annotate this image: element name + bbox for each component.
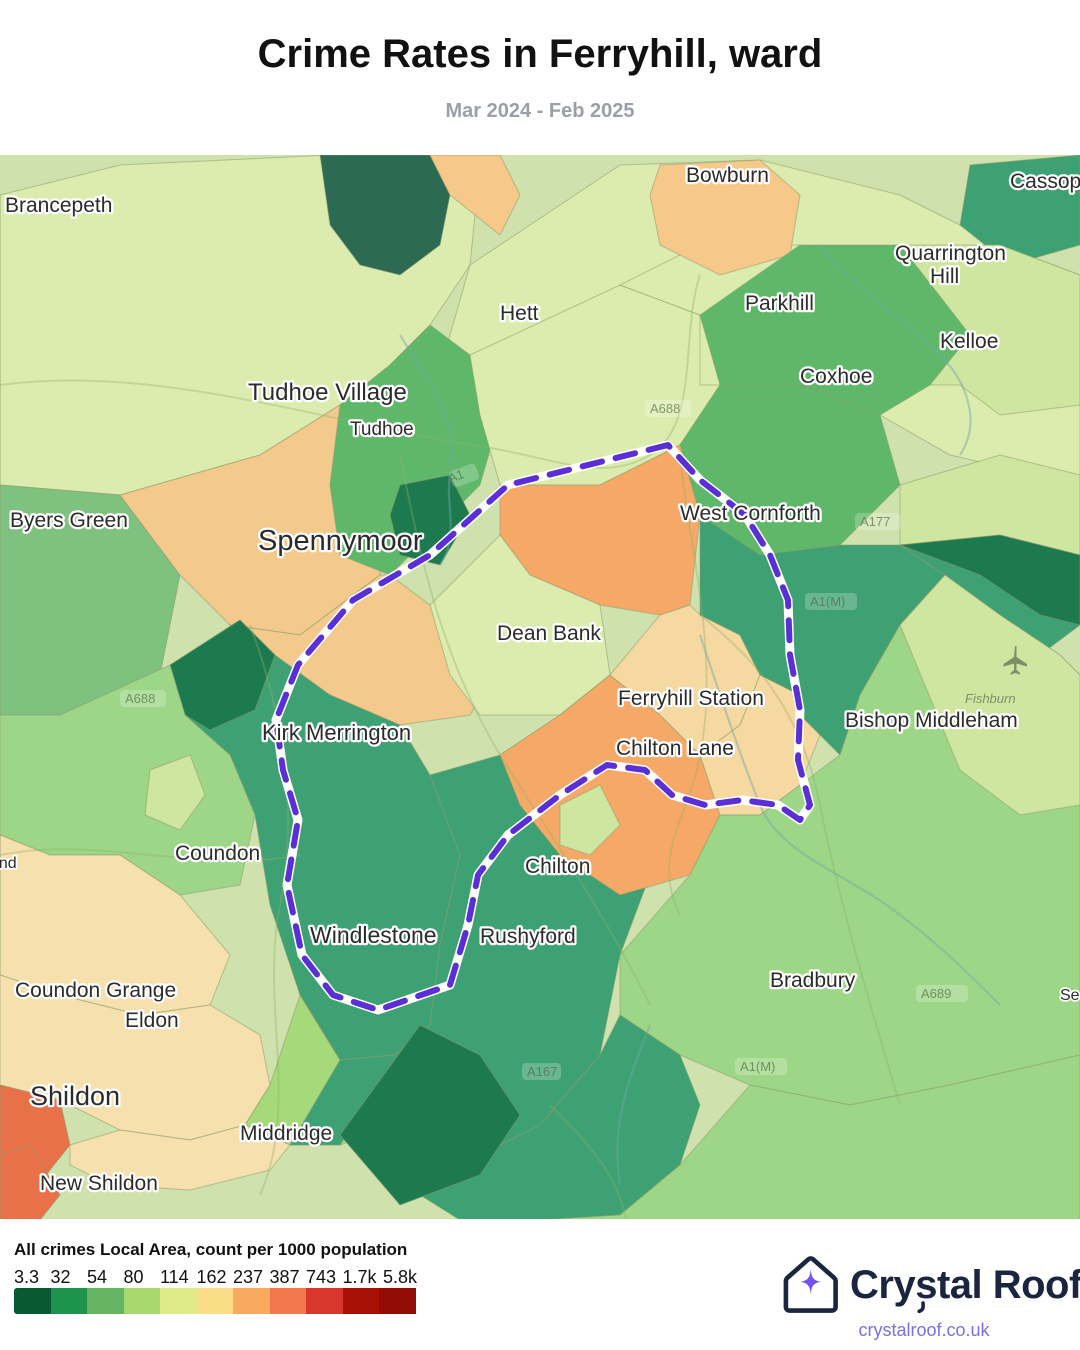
svg-text:Rushyford: Rushyford: [480, 925, 576, 948]
svg-text:Parkhill: Parkhill: [745, 292, 814, 315]
svg-text:Byers Green: Byers Green: [10, 509, 128, 532]
svg-text:Kelloe: Kelloe: [940, 330, 998, 353]
svg-text:Bradbury: Bradbury: [770, 969, 856, 992]
svg-text:Coundon Grange: Coundon Grange: [15, 979, 176, 1002]
svg-text:Spennymoor: Spennymoor: [258, 525, 423, 557]
svg-text:Tudhoe: Tudhoe: [350, 419, 414, 440]
svg-text:A177: A177: [860, 514, 890, 529]
svg-text:A1(M): A1(M): [740, 1059, 775, 1074]
svg-text:Windlestone: Windlestone: [310, 922, 437, 948]
svg-text:Coxhoe: Coxhoe: [800, 365, 872, 388]
svg-text:and: and: [0, 855, 17, 872]
svg-text:Bishop Middleham: Bishop Middleham: [845, 709, 1018, 732]
svg-text:Chilton: Chilton: [525, 855, 590, 878]
svg-text:Tudhoe Village: Tudhoe Village: [248, 379, 407, 406]
svg-text:Coundon: Coundon: [175, 842, 260, 865]
svg-text:A688: A688: [650, 401, 680, 416]
svg-text:Bowburn: Bowburn: [686, 164, 769, 187]
svg-text:Middridge: Middridge: [240, 1122, 332, 1145]
svg-text:A167: A167: [527, 1064, 557, 1079]
svg-text:Se: Se: [1060, 987, 1080, 1004]
svg-text:Ferryhill Station: Ferryhill Station: [618, 687, 764, 710]
svg-text:West Cornforth: West Cornforth: [680, 502, 821, 525]
svg-text:Shildon: Shildon: [30, 1081, 120, 1111]
svg-text:New Shildon: New Shildon: [40, 1172, 158, 1195]
svg-text:Dean Bank: Dean Bank: [497, 622, 601, 645]
svg-text:Eldon: Eldon: [125, 1009, 179, 1032]
svg-text:A1(M): A1(M): [810, 594, 845, 609]
svg-text:A688: A688: [125, 691, 155, 706]
svg-text:Hett: Hett: [500, 302, 539, 325]
svg-text:Cassop: Cassop: [1010, 170, 1080, 193]
svg-text:Brancepeth: Brancepeth: [5, 194, 112, 217]
svg-text:Hill: Hill: [930, 265, 959, 288]
svg-text:A689: A689: [921, 986, 951, 1001]
svg-text:Crystal Roof: Crystal Roof: [850, 1263, 1080, 1307]
svg-text:Chilton Lane: Chilton Lane: [616, 737, 734, 760]
svg-text:Kirk Merrington: Kirk Merrington: [262, 720, 411, 745]
svg-text:Fishburn: Fishburn: [965, 691, 1016, 706]
svg-text:Quarrington: Quarrington: [895, 242, 1006, 265]
